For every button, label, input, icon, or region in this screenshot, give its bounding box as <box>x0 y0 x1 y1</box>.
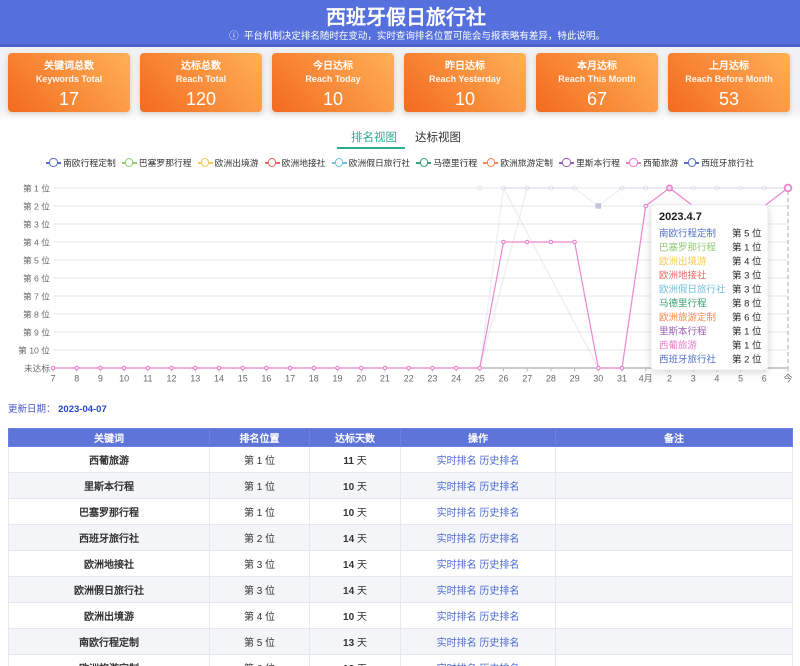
svg-text:22: 22 <box>404 374 414 384</box>
svg-text:25: 25 <box>475 374 485 384</box>
svg-text:第 2 位: 第 2 位 <box>23 201 50 212</box>
svg-text:欧洲假日旅行社: 欧洲假日旅行社 <box>659 284 726 296</box>
svg-text:马德里行程: 马德里行程 <box>659 298 707 310</box>
svg-text:第 8 位: 第 8 位 <box>732 298 762 310</box>
svg-text:28: 28 <box>546 374 556 384</box>
svg-text:20: 20 <box>356 374 366 384</box>
svg-text:4: 4 <box>714 374 719 384</box>
svg-text:第 3 位: 第 3 位 <box>732 284 762 296</box>
svg-text:南欧行程定制: 南欧行程定制 <box>659 228 716 240</box>
svg-text:21: 21 <box>380 374 390 384</box>
svg-text:第 4 位: 第 4 位 <box>732 256 762 268</box>
svg-text:26: 26 <box>498 374 508 384</box>
svg-text:西葡旅游: 西葡旅游 <box>659 340 698 352</box>
svg-text:27: 27 <box>522 374 532 384</box>
svg-text:第 8 位: 第 8 位 <box>23 309 50 320</box>
svg-text:9: 9 <box>98 374 103 384</box>
svg-text:第 5 位: 第 5 位 <box>23 255 50 266</box>
svg-text:5: 5 <box>738 374 743 384</box>
svg-text:2023.4.7: 2023.4.7 <box>659 211 702 223</box>
svg-text:29: 29 <box>570 374 580 384</box>
svg-text:15: 15 <box>238 374 248 384</box>
svg-text:23: 23 <box>427 374 437 384</box>
svg-text:17: 17 <box>285 374 295 384</box>
svg-text:第 1 位: 第 1 位 <box>23 183 50 194</box>
svg-text:2: 2 <box>667 374 672 384</box>
svg-text:欧洲旅游定制: 欧洲旅游定制 <box>659 312 716 324</box>
svg-text:11: 11 <box>143 374 152 384</box>
svg-text:12: 12 <box>166 374 176 384</box>
svg-text:8: 8 <box>74 374 79 384</box>
svg-text:里斯本行程: 里斯本行程 <box>659 326 707 338</box>
svg-text:13: 13 <box>190 374 200 384</box>
svg-text:欧洲出境游: 欧洲出境游 <box>659 256 707 268</box>
svg-text:31: 31 <box>617 374 627 384</box>
svg-text:14: 14 <box>214 374 224 384</box>
svg-text:第 1 位: 第 1 位 <box>732 340 762 352</box>
svg-text:第 10 位: 第 10 位 <box>18 345 50 356</box>
svg-text:30: 30 <box>593 374 603 384</box>
svg-text:6: 6 <box>762 374 767 384</box>
svg-text:欧洲地接社: 欧洲地接社 <box>659 270 707 282</box>
svg-text:10: 10 <box>119 374 129 384</box>
svg-text:16: 16 <box>261 374 271 384</box>
svg-text:第 4 位: 第 4 位 <box>23 237 50 248</box>
svg-text:第 6 位: 第 6 位 <box>23 273 50 284</box>
svg-text:第 9 位: 第 9 位 <box>23 327 50 338</box>
svg-text:第 6 位: 第 6 位 <box>732 312 762 324</box>
svg-text:19: 19 <box>332 374 342 384</box>
svg-text:第 3 位: 第 3 位 <box>23 219 50 230</box>
svg-text:18: 18 <box>309 374 319 384</box>
svg-text:24: 24 <box>451 374 461 384</box>
svg-text:3: 3 <box>691 374 696 384</box>
svg-text:第 7 位: 第 7 位 <box>23 291 50 302</box>
svg-text:第 1 位: 第 1 位 <box>732 326 762 338</box>
svg-text:4月: 4月 <box>639 374 653 384</box>
svg-text:7: 7 <box>50 374 55 384</box>
svg-text:今: 今 <box>783 373 792 384</box>
svg-text:未达标: 未达标 <box>24 363 50 374</box>
svg-text:第 5 位: 第 5 位 <box>732 228 762 240</box>
svg-text:巴塞罗那行程: 巴塞罗那行程 <box>659 242 717 254</box>
svg-text:第 3 位: 第 3 位 <box>732 270 762 282</box>
svg-text:西班牙旅行社: 西班牙旅行社 <box>659 354 717 366</box>
svg-text:第 1 位: 第 1 位 <box>732 242 762 254</box>
svg-text:第 2 位: 第 2 位 <box>732 354 762 366</box>
